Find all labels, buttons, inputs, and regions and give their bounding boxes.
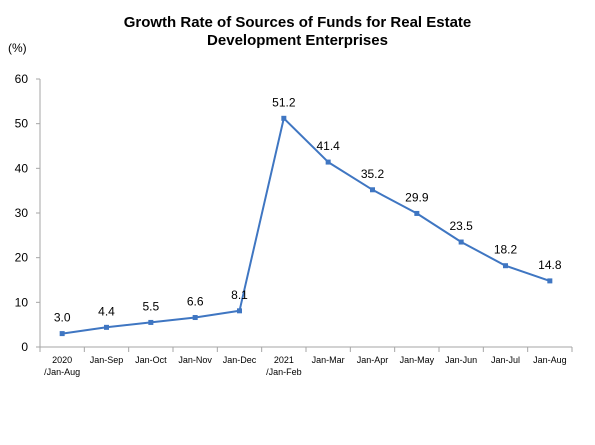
y-tick-label: 50: [15, 117, 29, 131]
data-label: 23.5: [449, 219, 473, 233]
data-label: 51.2: [272, 95, 296, 109]
data-point: [104, 324, 109, 330]
data-label: 18.2: [494, 243, 518, 257]
y-tick-label: 30: [15, 206, 29, 220]
y-axis-unit-label: (%): [8, 41, 27, 55]
chart-title: Growth Rate of Sources of Funds for Real…: [0, 14, 595, 50]
series-line: [62, 117, 551, 335]
x-tick-label: Jan-Mar: [312, 355, 345, 365]
x-tick-label: Jan-Jul: [491, 355, 520, 365]
data-point: [547, 278, 553, 284]
x-tick-label: Jan-Sep: [90, 355, 124, 365]
x-tick-label: 2021/Jan-Feb: [266, 355, 302, 377]
data-label: 5.5: [142, 299, 159, 313]
chart-axes: 0 10 20 30 40 50 60 2020/Jan-Aug Jan-Sep Jan-Oct J…: [15, 72, 573, 377]
data-point: [503, 263, 508, 269]
y-tick-label: 60: [15, 72, 29, 86]
data-label: 6.6: [187, 295, 204, 309]
x-tick-label: Jan-Jun: [445, 355, 477, 365]
data-label: 29.9: [405, 190, 429, 204]
data-point: [414, 210, 420, 216]
data-label: 8.1: [231, 288, 248, 302]
x-tick-label: Jan-Nov: [178, 355, 212, 365]
x-tick-label: Jan-May: [400, 355, 435, 365]
data-point: [192, 315, 198, 321]
chart-title-line-2: Development Enterprises: [207, 32, 388, 49]
data-point: [148, 319, 154, 325]
y-tick-label: 0: [21, 340, 28, 354]
y-tick-label: 40: [15, 161, 29, 175]
data-point: [237, 308, 242, 314]
data-label: 41.4: [316, 139, 340, 153]
chart-title-line-1: Growth Rate of Sources of Funds for Real…: [123, 14, 472, 31]
data-point: [370, 187, 375, 193]
x-tick-label: Jan-Dec: [223, 355, 257, 365]
data-label: 35.2: [361, 167, 385, 181]
x-tick-label: Jan-Apr: [357, 355, 389, 365]
data-point: [325, 159, 331, 165]
x-tick-label: Jan-Aug: [533, 355, 567, 365]
data-point: [59, 331, 65, 337]
data-label: 3.0: [54, 311, 71, 325]
data-label: 14.8: [538, 258, 562, 272]
y-tick-label: 10: [15, 295, 29, 309]
data-point: [281, 115, 287, 121]
data-point: [458, 239, 464, 245]
data-label: 4.4: [98, 304, 115, 318]
y-tick-label: 20: [15, 251, 29, 265]
chart-marks: 3.0 4.4 5.5 6.6 8.1 51.2 41.4 35.2 29.9 23.5 18.2 1…: [54, 95, 562, 337]
x-tick-label: 2020/Jan-Aug: [44, 355, 80, 377]
x-tick-label: Jan-Oct: [135, 355, 167, 365]
